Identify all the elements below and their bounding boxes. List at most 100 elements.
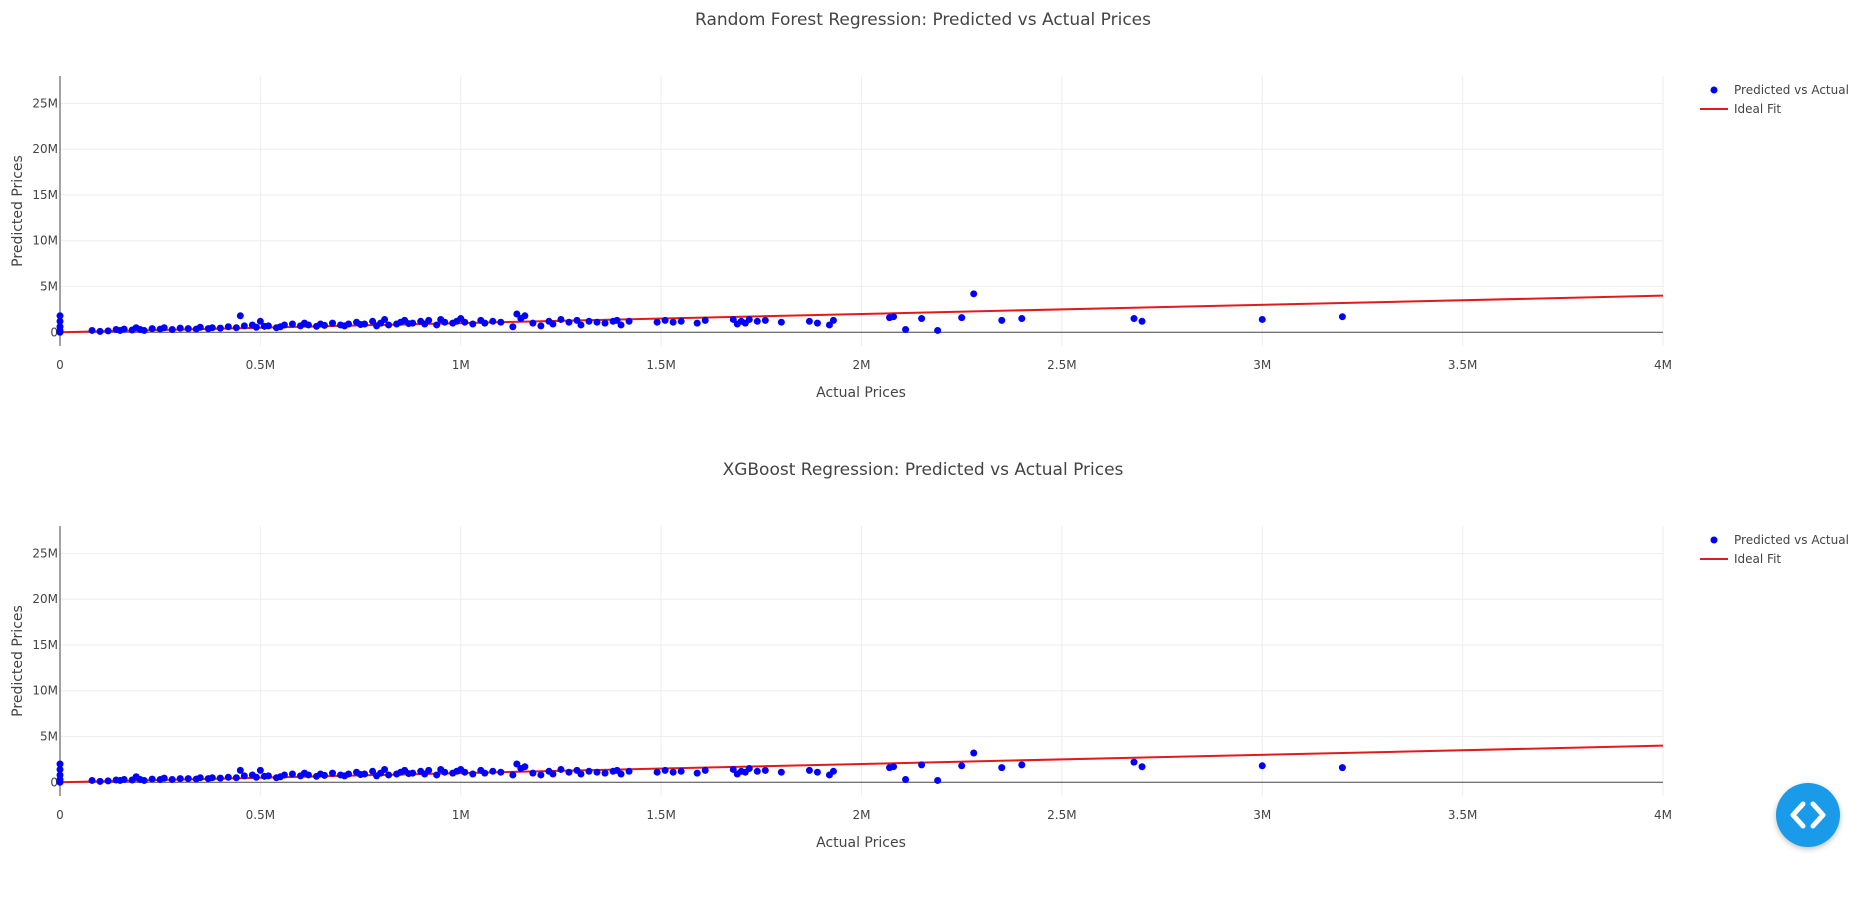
data-point — [148, 325, 156, 333]
data-point — [669, 318, 677, 326]
data-point — [120, 325, 128, 333]
data-point — [934, 776, 942, 784]
data-point — [918, 315, 926, 323]
data-point — [601, 769, 609, 777]
data-point — [409, 319, 417, 327]
data-point — [369, 317, 377, 325]
x-tick-label: 2.5M — [1047, 358, 1076, 372]
data-point — [593, 318, 601, 326]
data-point — [761, 316, 769, 324]
chart-title: Random Forest Regression: Predicted vs A… — [695, 10, 1151, 30]
data-point — [829, 316, 837, 324]
data-point — [320, 321, 328, 329]
data-point — [497, 318, 505, 326]
data-point — [998, 316, 1006, 324]
x-tick-label: 3.5M — [1448, 358, 1477, 372]
x-tick-label: 1.5M — [646, 808, 675, 822]
data-point — [1258, 762, 1266, 770]
data-point — [585, 317, 593, 325]
data-point — [288, 770, 296, 778]
data-point — [256, 317, 264, 325]
data-point — [345, 320, 353, 328]
data-point — [304, 771, 312, 779]
data-point — [825, 321, 833, 329]
data-point — [329, 769, 337, 777]
x-axis-label: Actual Prices — [816, 385, 906, 401]
legend-marker-predicted — [1710, 86, 1718, 94]
data-point — [369, 767, 377, 775]
data-point — [557, 765, 565, 773]
data-point — [56, 328, 64, 336]
data-point — [593, 768, 601, 776]
data-point — [280, 321, 288, 329]
legend[interactable]: Predicted vs Actual Ideal Fit — [1700, 533, 1849, 566]
x-tick-label: 0.5M — [246, 358, 275, 372]
data-point — [998, 764, 1006, 772]
data-point — [805, 766, 813, 774]
data-point — [252, 773, 260, 781]
data-point — [288, 320, 296, 328]
x-tick-label: 2M — [853, 808, 871, 822]
data-point — [208, 774, 216, 782]
x-tick-label: 2.5M — [1047, 808, 1076, 822]
data-point — [1138, 763, 1146, 771]
data-point — [96, 777, 104, 785]
data-point — [140, 326, 148, 334]
data-point — [1018, 315, 1026, 323]
chart-title: XGBoost Regression: Predicted vs Actual … — [723, 460, 1124, 480]
data-point — [329, 319, 337, 327]
code-icon — [1790, 801, 1826, 829]
y-tick-label: 10M — [32, 234, 58, 248]
data-point — [549, 320, 557, 328]
data-point — [176, 775, 184, 783]
data-point — [120, 776, 128, 784]
data-point — [529, 769, 537, 777]
chart-random-forest: 0 0.5M 1M 1.5M 2M 2.5M 3M 3.5M 4M 0 5M 10M 15M 20M 25M… — [10, 10, 1849, 401]
data-point — [1338, 313, 1346, 321]
data-point — [970, 290, 978, 298]
y-axis-label: Predicted Prices — [10, 605, 26, 717]
code-toggle-button[interactable] — [1776, 783, 1840, 847]
data-point — [537, 771, 545, 779]
x-tick-label: 1.5M — [646, 358, 675, 372]
data-point — [1018, 761, 1026, 769]
legend-label-ideal-fit: Ideal Fit — [1734, 552, 1781, 566]
chart-svg-random-forest: 0 0.5M 1M 1.5M 2M 2.5M 3M 3.5M 4M 0 5M 10M 15M 20M 25M… — [10, 10, 1849, 401]
y-tick-label: 15M — [32, 638, 58, 652]
data-point — [958, 314, 966, 322]
data-point — [521, 763, 529, 771]
x-tick-label: 2M — [853, 358, 871, 372]
data-point — [813, 319, 821, 327]
x-tick-label: 0 — [56, 808, 64, 822]
data-point — [777, 768, 785, 776]
y-tick-label: 15M — [32, 188, 58, 202]
y-tick-label: 25M — [32, 96, 58, 110]
data-point — [805, 317, 813, 325]
x-tick-label: 3M — [1253, 808, 1271, 822]
legend-label-predicted: Predicted vs Actual — [1734, 533, 1849, 547]
data-point — [208, 324, 216, 332]
data-point — [224, 323, 232, 331]
data-point — [677, 767, 685, 775]
data-point — [693, 319, 701, 327]
data-point — [409, 769, 417, 777]
data-point — [469, 770, 477, 778]
data-point — [140, 776, 148, 784]
data-point — [381, 765, 389, 773]
legend[interactable]: Predicted vs Actual Ideal Fit — [1700, 83, 1849, 116]
data-point — [669, 768, 677, 776]
legend-label-predicted: Predicted vs Actual — [1734, 83, 1849, 97]
data-point — [232, 774, 240, 782]
data-point — [481, 319, 489, 327]
data-point — [890, 763, 898, 771]
legend-label-ideal-fit: Ideal Fit — [1734, 102, 1781, 116]
data-point — [280, 771, 288, 779]
data-point — [88, 776, 96, 784]
data-point — [385, 321, 393, 329]
data-point — [577, 770, 585, 778]
data-point — [902, 776, 910, 784]
data-point — [601, 319, 609, 327]
data-point — [252, 323, 260, 331]
data-point — [196, 323, 204, 331]
y-tick-label: 20M — [32, 592, 58, 606]
